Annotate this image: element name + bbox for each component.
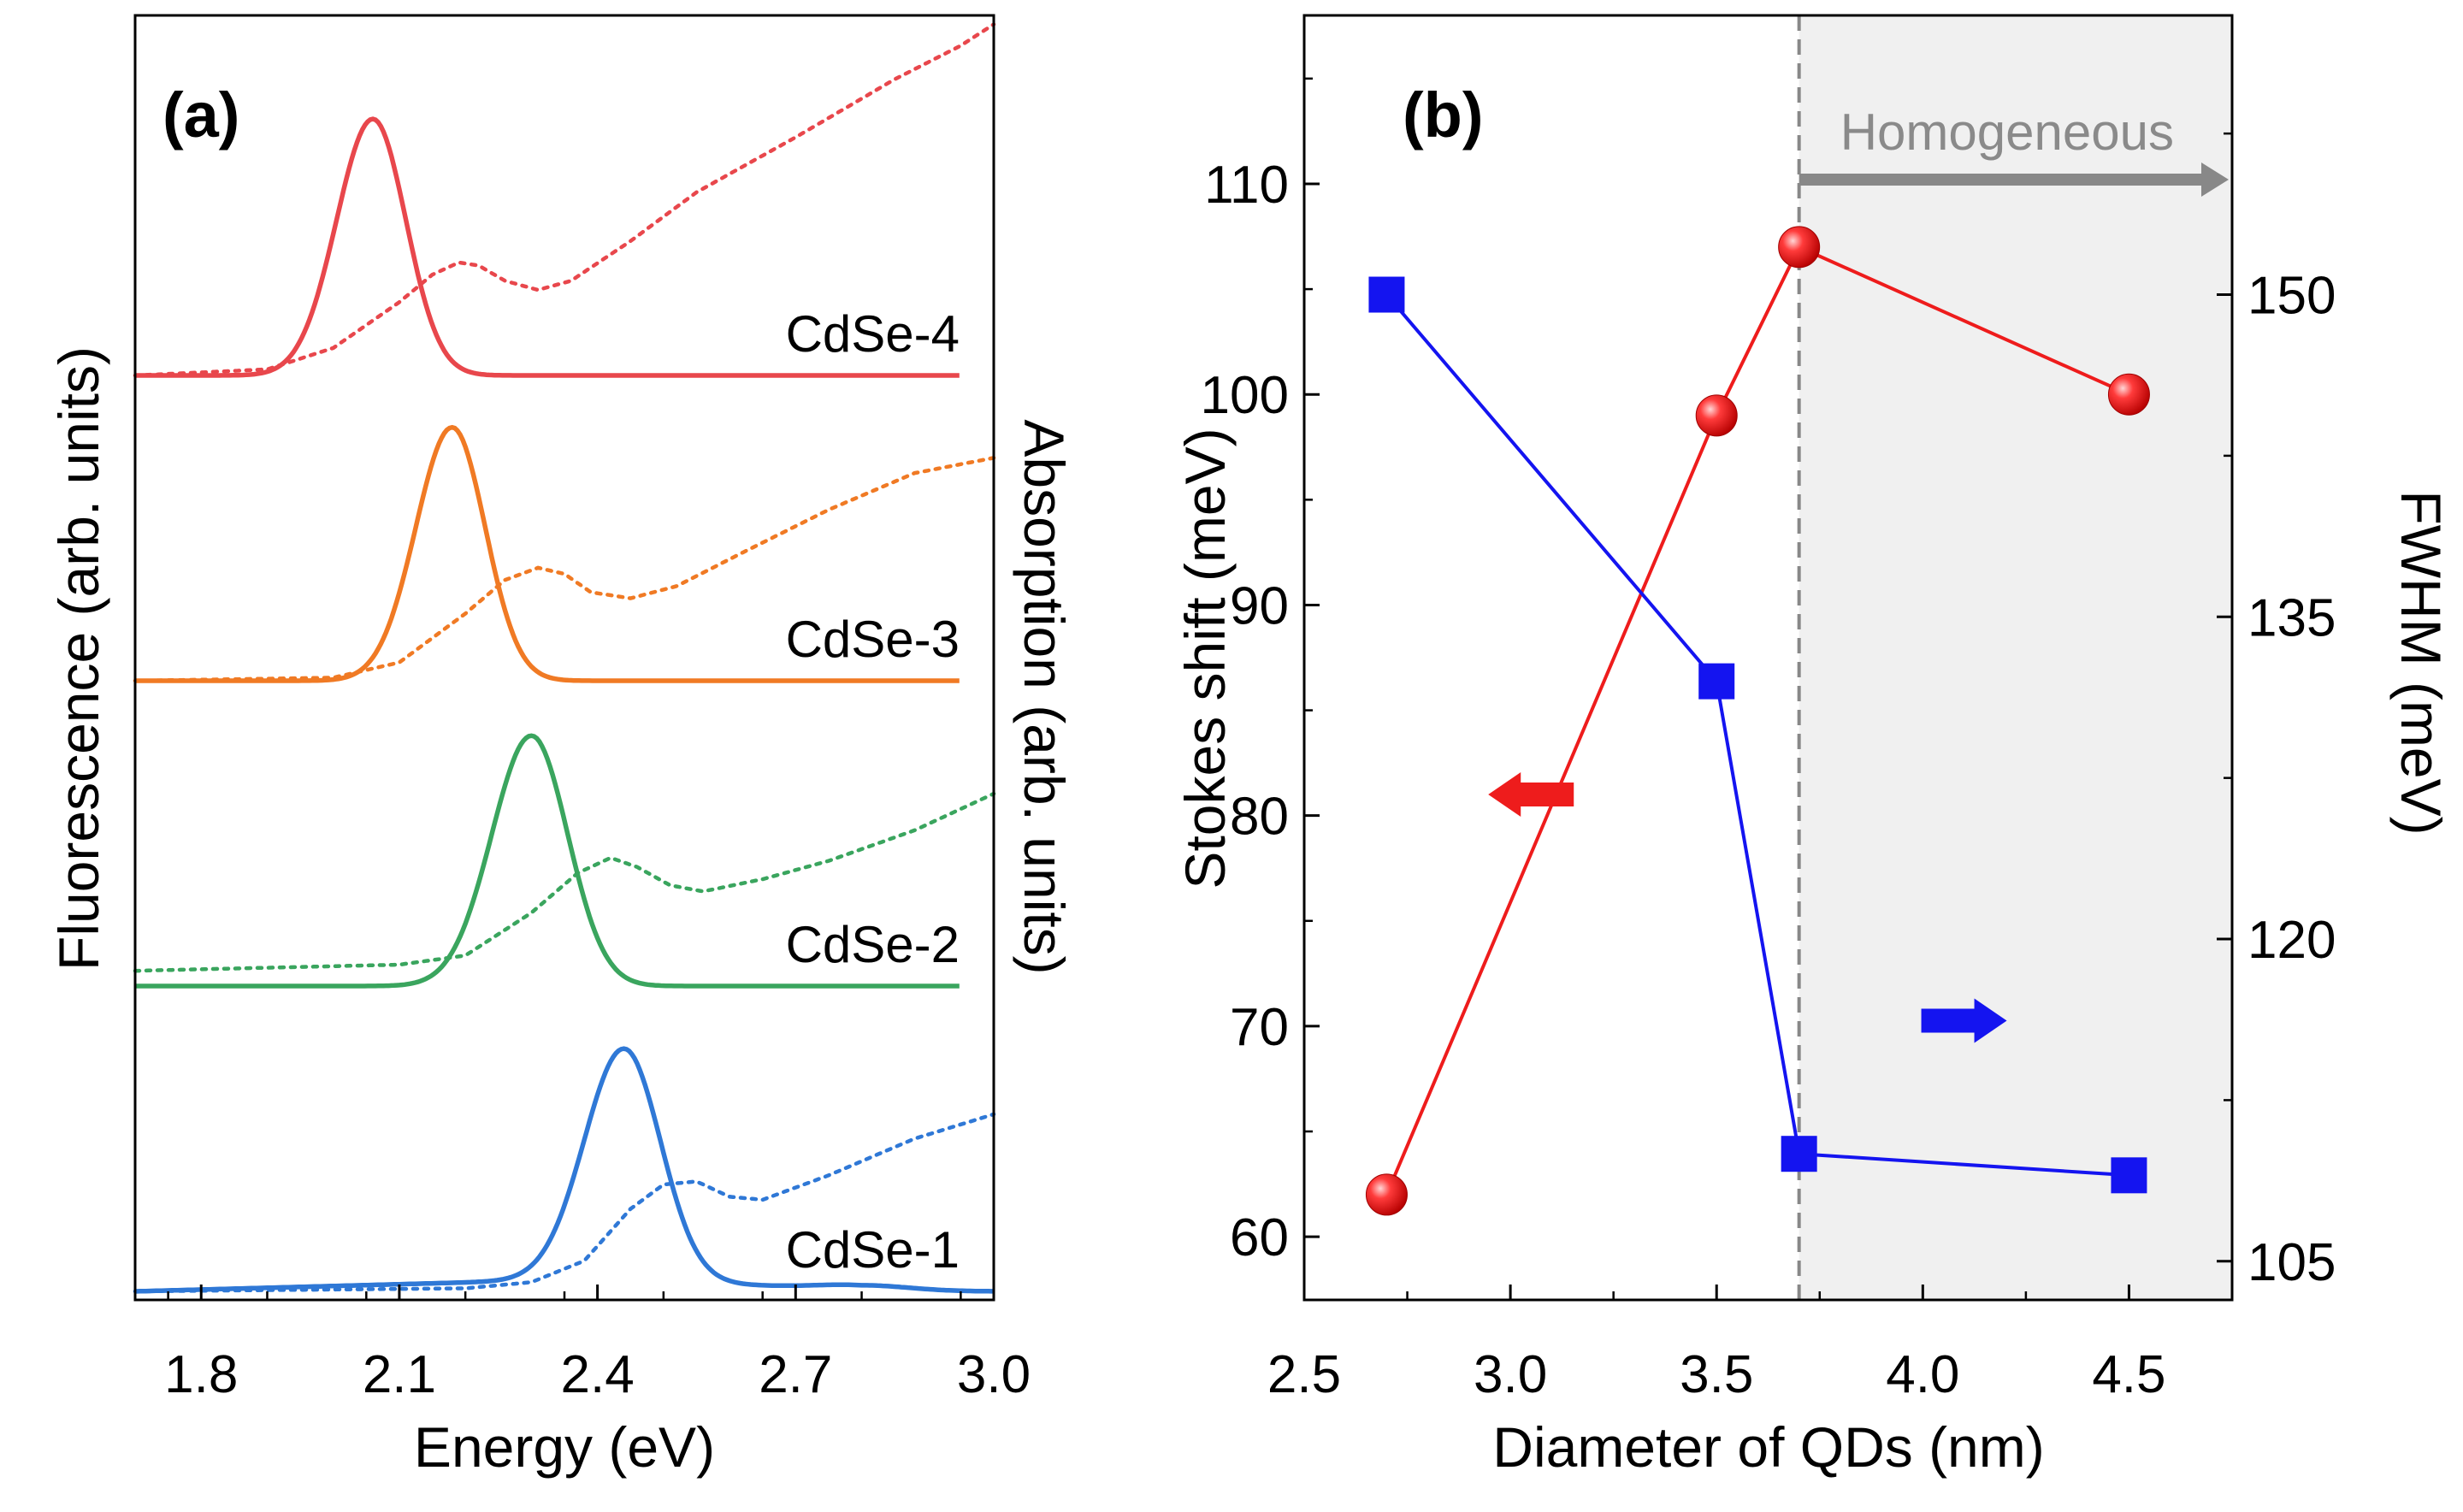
sample-label-CdSe-3: CdSe-3 xyxy=(786,611,960,668)
fwhm-point xyxy=(1368,276,1405,313)
panel-a-curves xyxy=(133,22,996,1294)
series-line-fwhm xyxy=(1385,293,2129,1178)
stokes-shift-point xyxy=(1695,394,1738,437)
panel-a-right-axis-title: Absorption (arb. units) xyxy=(1013,419,1076,974)
sample-label-CdSe-2: CdSe-2 xyxy=(786,916,960,973)
panel-b-axis-arrows xyxy=(1488,772,2007,1043)
panel-b-left-tick-label: 100 xyxy=(1201,366,1289,425)
fluorescence-curve-CdSe-3 xyxy=(135,424,960,683)
fwhm-point xyxy=(2111,1157,2147,1194)
panel-b-series xyxy=(1365,226,2150,1216)
panel-b-left-tick-label: 70 xyxy=(1230,998,1289,1057)
panel-a: 1.8 2.1 2.4 2.7 3.0 CdSe-4 CdSe-3 CdSe-2 CdSe-1… xyxy=(47,14,1076,1479)
panel-b-right-y-ticks: 105 120 135 150 xyxy=(2217,132,2336,1292)
panel-a-letter: (a) xyxy=(162,80,239,151)
panel-a-x-tick-label: 3.0 xyxy=(957,1345,1031,1404)
panel-b-x-tick-label: 4.5 xyxy=(2092,1345,2165,1404)
fluorescence-curve-CdSe-2 xyxy=(135,733,960,989)
panel-b-right-tick-label: 150 xyxy=(2247,267,2336,326)
panel-a-x-ticks: 1.8 2.1 2.4 2.7 3.0 xyxy=(164,1285,1031,1404)
panel-a-sample-labels: CdSe-4 CdSe-3 CdSe-2 CdSe-1 xyxy=(786,305,960,1279)
homogeneous-region xyxy=(1799,15,2232,1300)
left-axis-indicator-arrow xyxy=(1488,772,1574,818)
fluorescence-curve-CdSe-4 xyxy=(135,116,960,378)
absorption-curve-CdSe-1 xyxy=(133,1112,996,1294)
panel-b-x-axis-title: Diameter of QDs (nm) xyxy=(1492,1415,2044,1479)
sample-label-CdSe-1: CdSe-1 xyxy=(786,1221,960,1279)
panel-b: Homogeneous 2.5 3.0 3.5 4.0 4.5 60 70 80 90 100 1… xyxy=(1173,14,2453,1479)
panel-b-left-tick-label: 60 xyxy=(1230,1208,1289,1267)
panel-b-frame xyxy=(1302,14,2234,1302)
panel-b-right-axis-title: FWHM (meV) xyxy=(2389,490,2453,835)
fwhm-point xyxy=(1698,663,1735,700)
panel-a-left-axis-title: Fluorescence (arb. units) xyxy=(47,346,110,971)
panel-b-x-tick-label: 4.0 xyxy=(1886,1345,1959,1404)
fluorescence-curve-CdSe-1 xyxy=(134,1046,994,1294)
panel-b-left-axis-title: Stokes shift (meV) xyxy=(1173,428,1237,889)
panel-a-x-tick-label: 2.7 xyxy=(759,1345,832,1404)
panel-b-left-tick-label: 90 xyxy=(1230,576,1289,635)
panel-b-x-tick-label: 3.5 xyxy=(1680,1345,1753,1404)
panel-a-x-tick-label: 2.1 xyxy=(363,1345,436,1404)
panel-b-left-tick-label: 80 xyxy=(1230,788,1289,847)
panel-b-x-tick-label: 2.5 xyxy=(1267,1345,1341,1404)
panel-b-x-ticks: 2.5 3.0 3.5 4.0 4.5 xyxy=(1267,1285,2234,1404)
right-axis-indicator-arrow xyxy=(1921,998,2007,1043)
panel-b-letter: (b) xyxy=(1403,80,1484,151)
panel-b-right-tick-label: 105 xyxy=(2247,1233,2336,1292)
panel-b-x-tick-label: 3.0 xyxy=(1474,1345,1547,1404)
panel-b-right-tick-label: 120 xyxy=(2247,911,2336,970)
sample-label-CdSe-4: CdSe-4 xyxy=(786,305,960,363)
panel-b-left-y-ticks: 60 70 80 90 100 110 xyxy=(1201,77,1320,1267)
panel-b-left-tick-label: 110 xyxy=(1204,156,1289,215)
stokes-shift-point xyxy=(1778,226,1821,269)
panel-a-x-tick-label: 1.8 xyxy=(164,1345,238,1404)
panel-a-x-tick-label: 2.4 xyxy=(561,1345,635,1404)
panel-b-right-tick-label: 135 xyxy=(2247,588,2336,647)
stokes-shift-point xyxy=(1365,1173,1408,1216)
panel-a-x-axis-title: Energy (eV) xyxy=(414,1415,715,1479)
fwhm-point xyxy=(1781,1136,1817,1172)
homogeneous-arrow xyxy=(1799,162,2229,197)
stokes-shift-point xyxy=(2107,373,2150,416)
absorption-curve-CdSe-2 xyxy=(133,791,996,973)
homogeneous-label: Homogeneous xyxy=(1840,103,2174,161)
